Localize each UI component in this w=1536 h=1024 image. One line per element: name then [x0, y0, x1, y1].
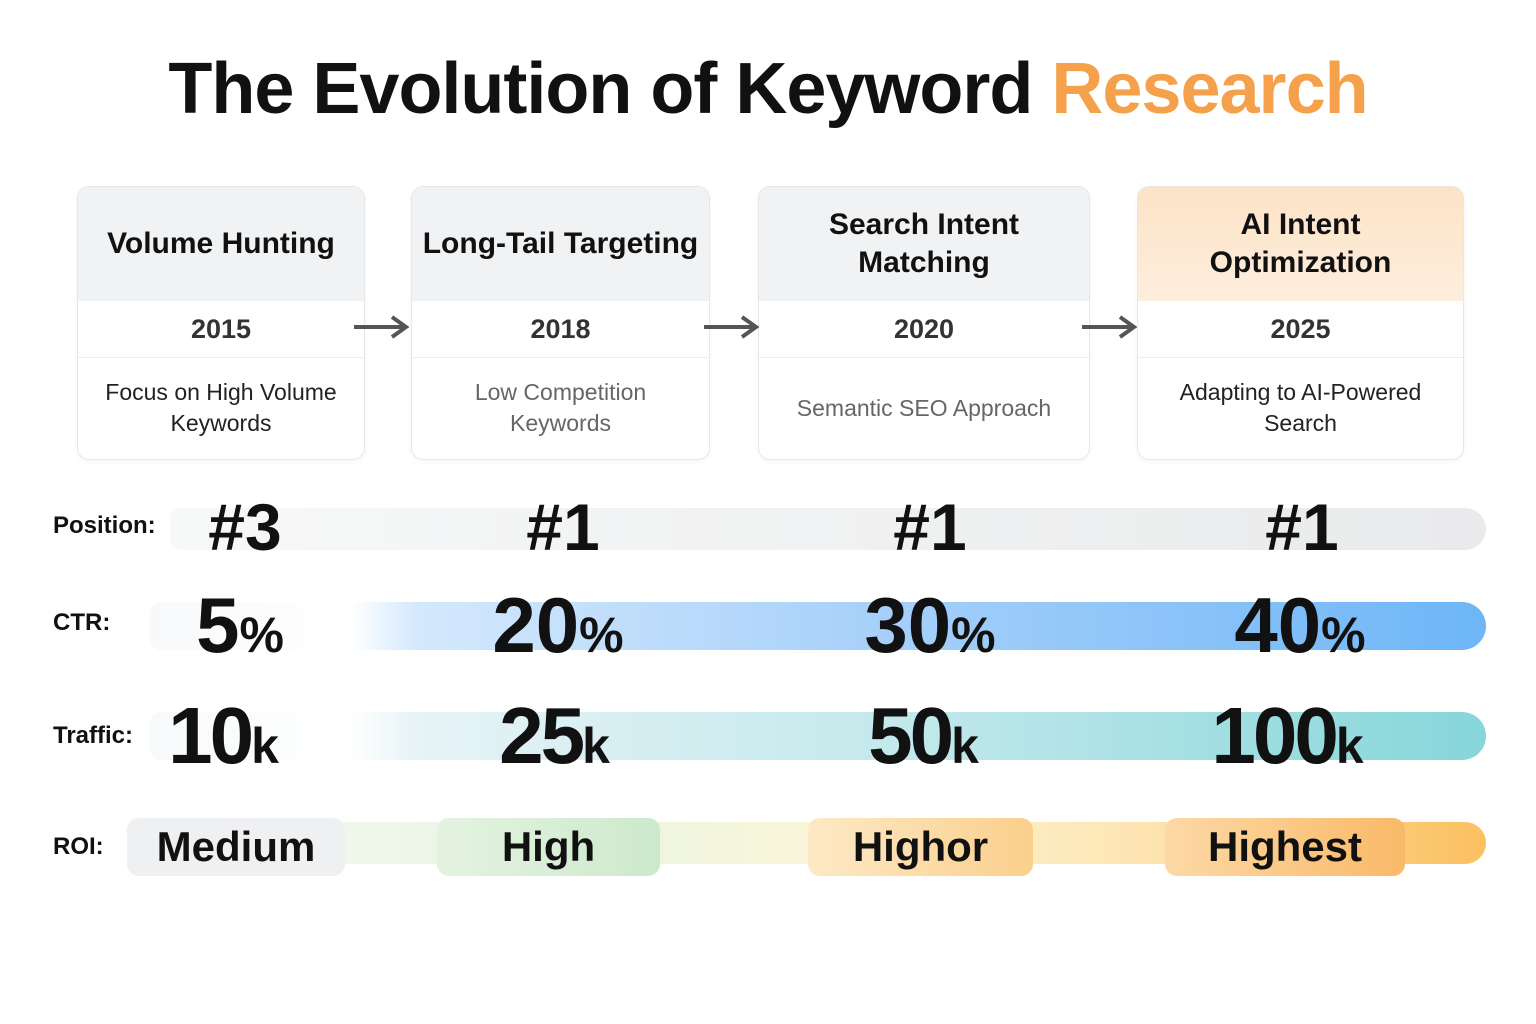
stage-name: Long-Tail Targeting [412, 187, 709, 301]
stage-description: Low Competition Keywords [474, 379, 647, 436]
ctr-value: 30% [864, 586, 995, 664]
stage-card-volume-hunting: Volume Hunting 2015 Focus on High Volume… [77, 186, 365, 460]
stage-card-ai-intent: AI Intent Optimization 2025 Adapting to … [1137, 186, 1464, 460]
roi-badge-high: High [437, 818, 660, 876]
ctr-value: 40% [1234, 586, 1365, 664]
traffic-number: 50 [868, 691, 954, 780]
position-value: #1 [1265, 490, 1339, 564]
traffic-number: 100 [1211, 691, 1338, 780]
ctr-label: CTR: [53, 609, 111, 636]
traffic-unit: k [251, 718, 279, 774]
title-main: The Evolution of Keyword [168, 49, 1052, 129]
ctr-number: 20 [492, 581, 580, 669]
stage-name: Volume Hunting [78, 187, 364, 301]
stage-description: Semantic SEO Approach [796, 394, 1052, 421]
ctr-number: 5 [196, 581, 240, 669]
ctr-value: 20% [492, 586, 623, 664]
stage-year: 2015 [78, 301, 364, 358]
page-title: The Evolution of Keyword Research [0, 48, 1536, 130]
traffic-value: 100k [1211, 696, 1364, 776]
roi-badge-higher: Highor [808, 818, 1033, 876]
traffic-value: 50k [868, 696, 979, 776]
traffic-value: 25k [499, 696, 610, 776]
stage-year: 2020 [759, 301, 1089, 358]
traffic-number: 25 [499, 691, 585, 780]
traffic-unit: k [582, 718, 610, 774]
roi-badge-highest: Highest [1165, 818, 1405, 876]
arrow-right-icon [354, 315, 410, 339]
ctr-number: 30 [864, 581, 952, 669]
traffic-unit: k [1335, 718, 1364, 774]
traffic-label: Traffic: [53, 722, 134, 749]
title-accent: Research [1051, 49, 1368, 129]
stage-description: Focus on High Volume Keywords [105, 379, 337, 436]
traffic-unit: k [951, 718, 979, 774]
stage-name: Search Intent Matching [759, 187, 1089, 301]
ctr-unit: % [239, 607, 284, 663]
stage-name: AI Intent Optimization [1138, 187, 1463, 301]
arrow-right-icon [1082, 315, 1138, 339]
ctr-number: 40 [1234, 581, 1322, 669]
ctr-unit: % [579, 607, 624, 663]
ctr-unit: % [1321, 607, 1366, 663]
traffic-band [150, 712, 1486, 760]
roi-badge-medium: Medium [127, 818, 345, 876]
stage-card-search-intent: Search Intent Matching 2020 Semantic SEO… [758, 186, 1090, 460]
stage-year: 2025 [1138, 301, 1463, 358]
arrow-right-icon [704, 315, 760, 339]
position-value: #1 [526, 490, 600, 564]
position-label: Position: [53, 512, 156, 539]
stage-description: Adapting to AI-Powered Search [1179, 379, 1422, 436]
position-value: #1 [893, 490, 967, 564]
ctr-value: 5% [196, 586, 284, 664]
traffic-value: 10k [168, 696, 279, 776]
ctr-band [150, 602, 1486, 650]
stage-card-long-tail: Long-Tail Targeting 2018 Low Competition… [411, 186, 710, 460]
ctr-unit: % [951, 607, 996, 663]
position-band [170, 508, 1486, 550]
traffic-number: 10 [168, 691, 254, 780]
roi-label: ROI: [53, 833, 104, 860]
position-value: #3 [208, 490, 282, 564]
stage-year: 2018 [412, 301, 709, 358]
